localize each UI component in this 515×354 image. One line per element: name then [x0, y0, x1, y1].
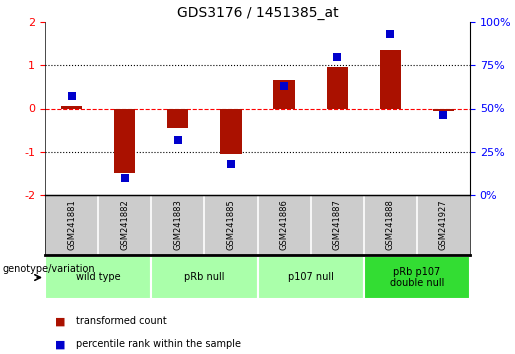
Bar	[151, 256, 258, 299]
Text: p107 null: p107 null	[288, 273, 334, 282]
Text: ■: ■	[55, 316, 66, 326]
Bar	[364, 256, 470, 299]
Text: GSM241885: GSM241885	[227, 200, 235, 250]
Text: genotype/variation: genotype/variation	[3, 264, 95, 274]
Bar	[258, 256, 364, 299]
Point	[333, 54, 341, 59]
Text: GSM241883: GSM241883	[174, 200, 182, 250]
Bar	[380, 50, 401, 108]
Text: percentile rank within the sample: percentile rank within the sample	[76, 339, 241, 349]
Text: pRb null: pRb null	[184, 273, 225, 282]
Point	[227, 161, 235, 167]
Bar	[45, 256, 151, 299]
Text: wild type: wild type	[76, 273, 121, 282]
Title: GDS3176 / 1451385_at: GDS3176 / 1451385_at	[177, 6, 338, 19]
Bar	[114, 108, 135, 173]
Text: GSM241882: GSM241882	[120, 200, 129, 250]
Bar	[61, 106, 82, 108]
Point	[439, 113, 448, 118]
Text: pRb p107
double null: pRb p107 double null	[390, 267, 444, 288]
Point	[386, 31, 394, 37]
Text: GSM241886: GSM241886	[280, 200, 288, 250]
Text: GSM241881: GSM241881	[67, 200, 76, 250]
Text: transformed count: transformed count	[76, 316, 167, 326]
Text: ■: ■	[55, 339, 66, 349]
Text: GSM241887: GSM241887	[333, 200, 341, 250]
Point	[121, 175, 129, 181]
Point	[67, 93, 76, 99]
Bar	[433, 108, 454, 111]
Point	[174, 137, 182, 142]
Text: GSM241888: GSM241888	[386, 200, 395, 250]
Text: GSM241927: GSM241927	[439, 200, 448, 250]
Bar	[327, 67, 348, 108]
Bar	[220, 108, 242, 154]
Bar	[167, 108, 188, 128]
Bar	[273, 80, 295, 108]
Point	[280, 83, 288, 89]
